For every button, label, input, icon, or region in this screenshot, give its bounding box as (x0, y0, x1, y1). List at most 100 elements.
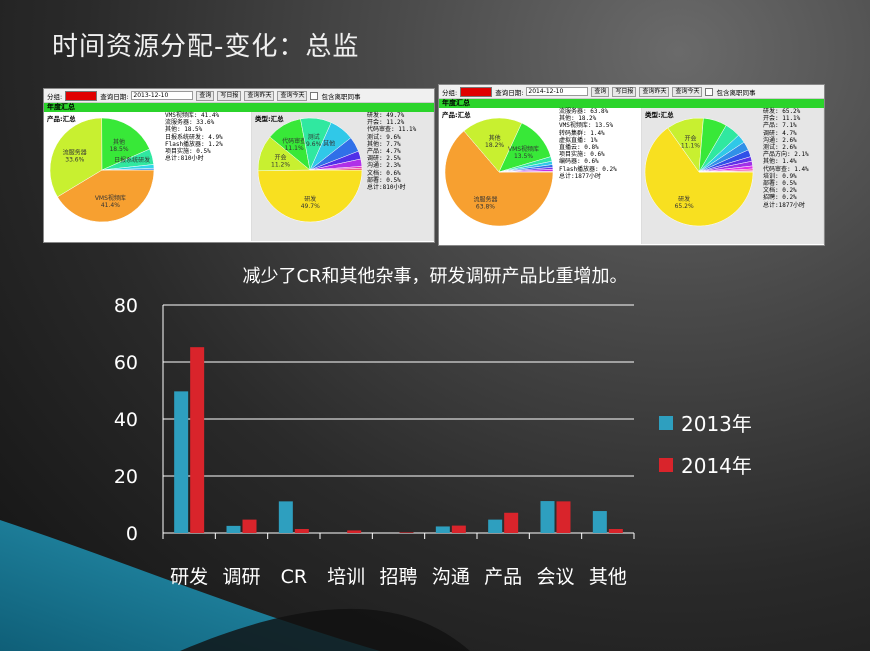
x-tick-label: 沟通 (432, 566, 470, 588)
section-title: 年度汇总 (44, 103, 434, 112)
date-input[interactable]: 2014-12-10 (526, 87, 589, 96)
slide-title: 时间资源分配-变化：总监 (52, 32, 360, 62)
x-tick-label: 其他 (589, 566, 627, 588)
legend-line: 总计:810小时 (367, 184, 406, 192)
include-departed-checkbox[interactable] (705, 87, 714, 96)
pie-slice (309, 168, 363, 171)
y-tick-label: 0 (126, 523, 138, 545)
date-input[interactable]: 2013-12-10 (131, 91, 194, 100)
query-yesterday-button[interactable]: 查询昨天 (639, 86, 670, 97)
legend-line: VMS视频库: 41.4% (165, 112, 220, 119)
pie-slice-percent: 41.4% (101, 202, 120, 209)
legend-line: 调研: 2.5% (367, 155, 401, 163)
legend-line: 流服务器: 63.8% (559, 108, 609, 115)
panel-header: 类型:汇总 (255, 115, 284, 123)
bar (451, 525, 466, 533)
pie-slice (444, 130, 554, 227)
x-tick-label: 招聘 (379, 566, 417, 588)
pie-slice (101, 168, 155, 171)
panel-header: 类型:汇总 (645, 111, 674, 119)
query-button[interactable]: 查询 (196, 90, 215, 101)
pie-slice-label: 其他 (323, 139, 335, 147)
bar (556, 501, 571, 533)
x-tick-label: 研发 (170, 566, 208, 588)
pie-slice (463, 117, 523, 173)
pie-slice-label: 研发 (304, 195, 316, 203)
legend-line: 招聘: 0.2% (763, 194, 797, 202)
pie-legend: 流服务器: 63.8% 其他: 18.2% VMS视频库: 13.5% 转码集群: 1… (559, 108, 617, 180)
legend-line: 研发: 65.2% (763, 108, 801, 115)
pie-slice-percent: 18.2% (485, 142, 504, 149)
legend-line: 总计:810小时 (165, 155, 204, 163)
pie-slice-percent: 49.7% (301, 203, 320, 210)
legend-line: 转码集群: 1.4% (559, 129, 605, 137)
legend-line: 直播云: 0.8% (559, 144, 599, 152)
pie-slice (49, 117, 103, 198)
legend-line: 开会: 11.1% (763, 115, 801, 123)
type-summary-panel: 类型:汇总 研发 65.2% 开会 11.1% 研发: 65.2% 开会: 11.1% 产… (642, 108, 824, 244)
pie-slice (698, 171, 754, 173)
pie-slice-percent: 11.1% (681, 143, 700, 150)
legend-line: 部署: 0.5% (763, 180, 797, 188)
pie-slice-percent: 9.6% (306, 141, 322, 148)
legend-line: 总计:1877小时 (763, 201, 806, 209)
pie-slice-percent: 65.2% (675, 203, 694, 210)
write-report-button[interactable]: 写日报 (217, 90, 242, 101)
pie-slice-percent: 33.6% (65, 157, 84, 164)
pie-slice-percent: 11.1% (285, 145, 304, 152)
group-select[interactable] (460, 86, 493, 97)
pie-slice-label: VMS视频库 (508, 145, 539, 153)
pie-slice-label: 开会 (275, 154, 287, 162)
report-screenshot-2013: 分组: 查询日期: 2013-12-10 查询 写日报 查询昨天 查询今天 包含… (43, 88, 435, 243)
legend-line: 沟通: 2.3% (367, 162, 401, 170)
legend-line: 其他: 1.4% (763, 158, 797, 166)
query-button[interactable]: 查询 (591, 86, 610, 97)
legend-line: 测试: 9.6% (367, 133, 401, 141)
y-tick-label: 40 (114, 409, 138, 431)
bar (540, 501, 555, 533)
include-departed-checkbox[interactable] (310, 91, 319, 100)
legend-line: 培训: 0.9% (763, 172, 797, 180)
legend-label-2014: 2014年 (681, 454, 752, 478)
pie-slice-label: 代码审查 (282, 137, 306, 145)
legend-line: 代码审查: 1.4% (763, 165, 809, 173)
y-tick-label: 80 (114, 295, 138, 317)
legend-line: 其他: 7.7% (367, 140, 401, 148)
query-today-button[interactable]: 查询今天 (672, 86, 703, 97)
legend-line: Flash播放器: 1.2% (165, 140, 223, 148)
legend-line: 文档: 0.2% (763, 187, 797, 195)
legend-line: VMS视频库: 13.5% (559, 122, 614, 130)
query-yesterday-button[interactable]: 查询昨天 (244, 90, 275, 101)
legend-line: 日报系统研发: 4.9% (165, 133, 223, 141)
product-summary-panel: 产品:汇总 VMS视频库 41.4% 流服务器 33.6% 其他 18.5% 日报系统研发 … (44, 112, 252, 241)
query-toolbar: 分组: 查询日期: 2013-12-10 查询 写日报 查询昨天 查询今天 包含… (44, 89, 434, 103)
bar (435, 526, 450, 533)
pie-slice-label: 其他 (489, 134, 501, 142)
pie-slice-percent: 13.5% (514, 153, 533, 160)
legend-swatch-2014 (659, 457, 673, 472)
include-departed-label: 包含离职同事 (321, 92, 361, 101)
pie-slice-label: 流服务器 (63, 149, 87, 157)
write-report-button[interactable]: 写日报 (612, 86, 637, 97)
pie-legend: 研发: 49.7% 开会: 11.2% 代码审查: 11.1% 测试: 9.6% 其他:… (367, 112, 416, 191)
pie-slice-label: 日报系统研发 (114, 156, 150, 164)
section-title: 年度汇总 (439, 99, 824, 108)
group-select[interactable] (65, 90, 98, 101)
legend-line: 部署: 0.5% (367, 176, 401, 184)
x-tick-label: CR (281, 566, 307, 588)
pie-slice (57, 169, 155, 223)
legend-line: 产品: 4.7% (367, 148, 401, 156)
x-tick-label: 调研 (222, 566, 260, 588)
legend-line: 开会: 11.2% (367, 119, 405, 127)
query-today-button[interactable]: 查询今天 (277, 90, 308, 101)
x-tick-label: 培训 (327, 566, 365, 588)
panel-header: 产品:汇总 (442, 111, 471, 119)
bar (278, 501, 293, 533)
legend-line: 流服务器: 33.6% (165, 119, 215, 127)
bar (226, 525, 241, 533)
legend-line: 总计:1877小时 (559, 172, 602, 180)
legend-line: 文档: 0.6% (367, 169, 401, 177)
pie-slice (498, 171, 554, 173)
